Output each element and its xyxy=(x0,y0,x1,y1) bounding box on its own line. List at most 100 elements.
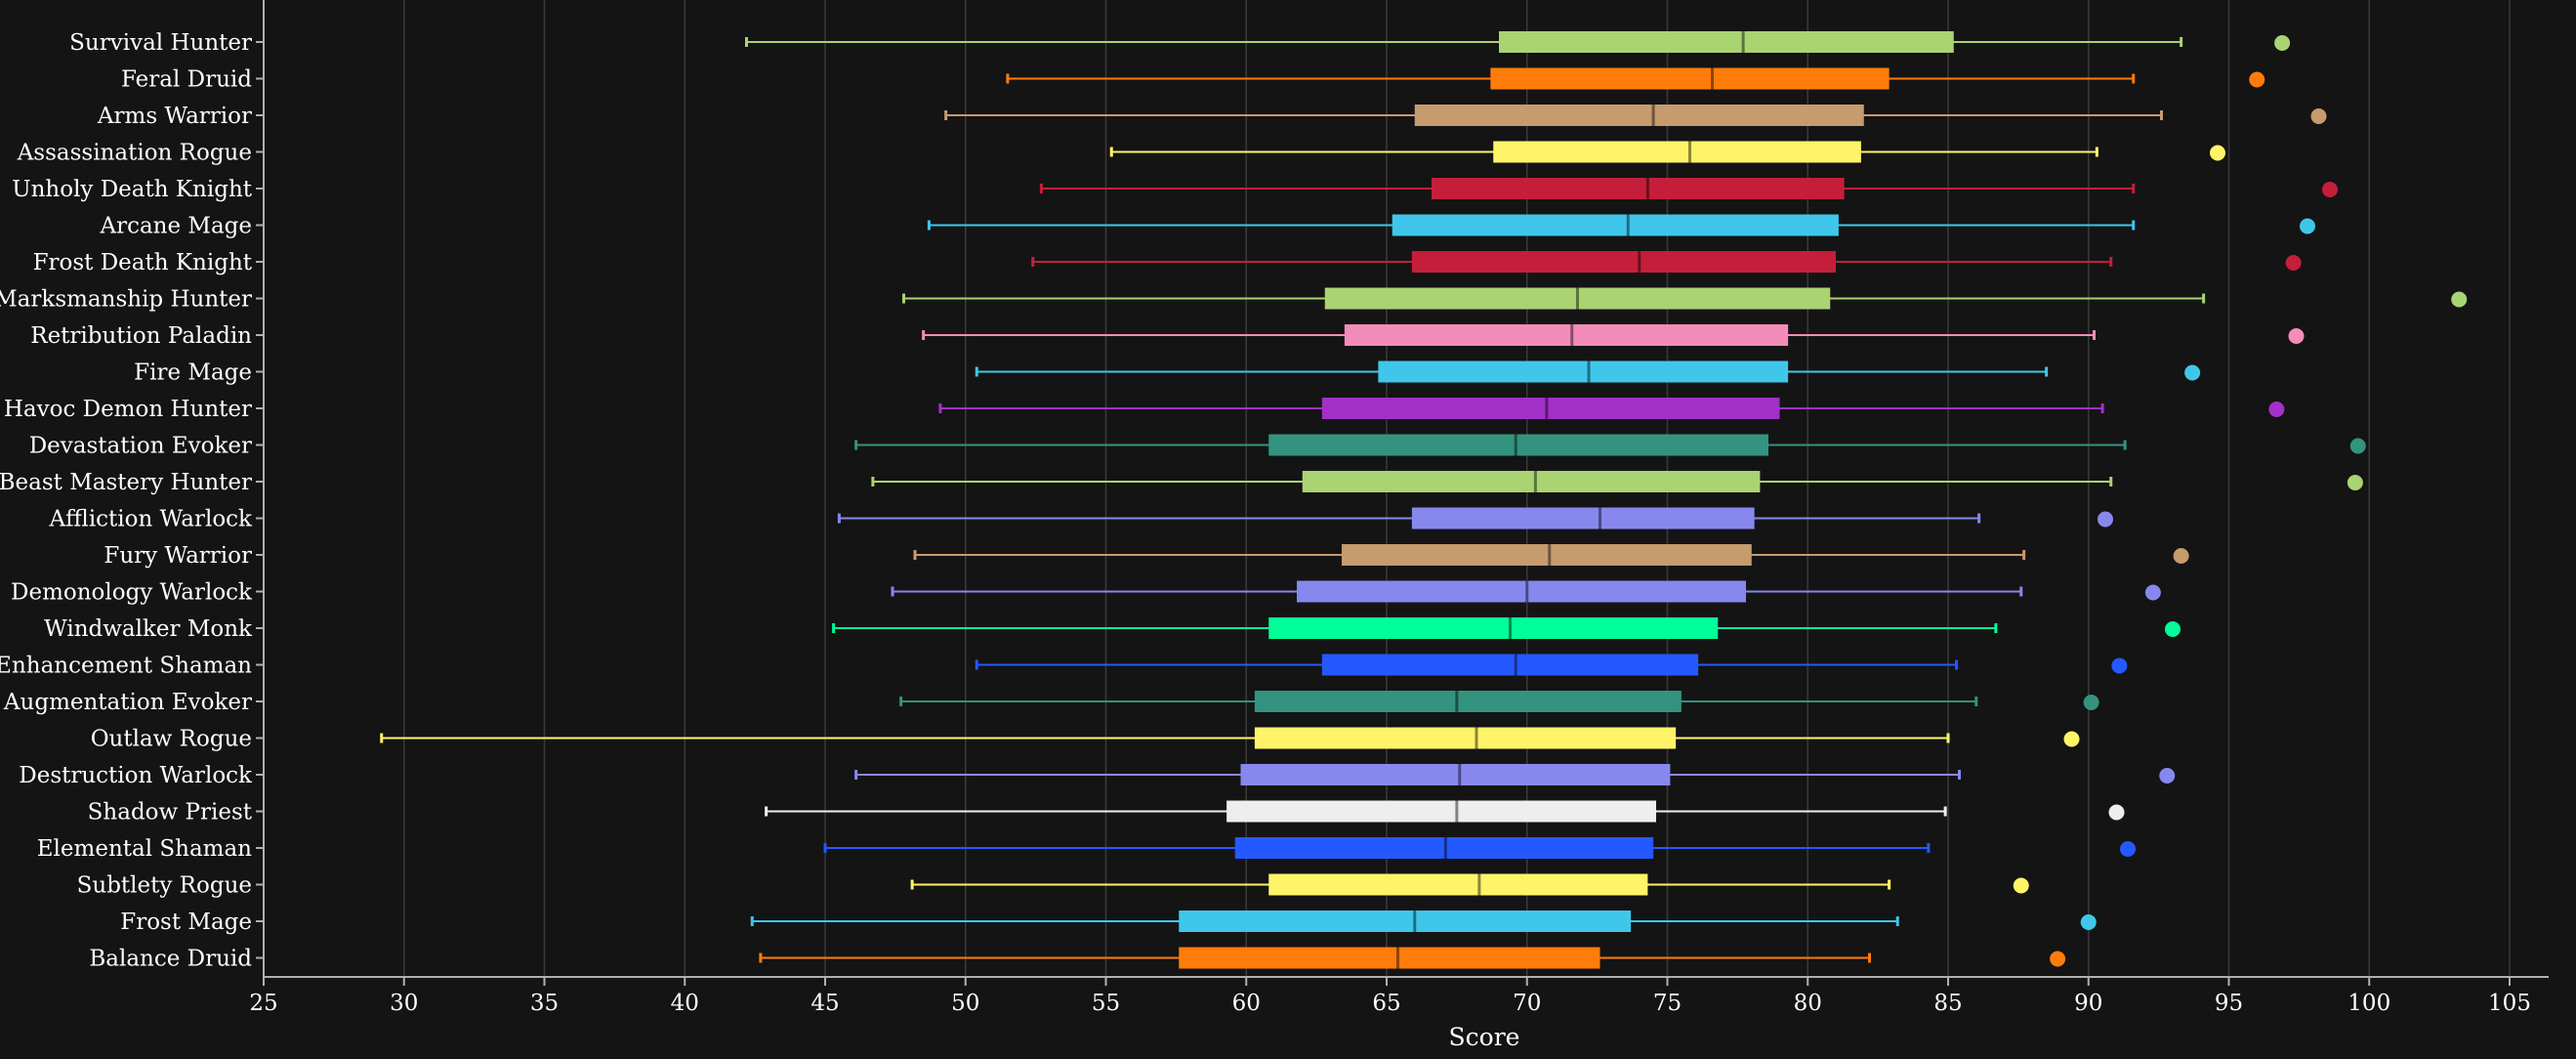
x-tick-label: 80 xyxy=(1794,991,1822,1016)
category-labels: Survival Hunter Feral Druid Arms Warrior As… xyxy=(0,30,264,972)
box xyxy=(1324,287,1831,310)
box xyxy=(1321,654,1699,676)
category-label: Beast Mastery Hunter xyxy=(0,470,252,495)
box xyxy=(1234,837,1654,859)
box xyxy=(1254,691,1682,712)
category-label: Frost Mage xyxy=(120,910,252,935)
box-row xyxy=(902,287,2468,310)
box-row xyxy=(975,360,2201,383)
box xyxy=(1378,360,1789,383)
box xyxy=(1414,105,1864,126)
outlier-point xyxy=(2349,438,2366,454)
box xyxy=(1499,31,1954,53)
box xyxy=(1226,800,1656,823)
box-row xyxy=(854,434,2366,456)
category-label: Survival Hunter xyxy=(69,30,252,56)
outlier-point xyxy=(2080,914,2097,930)
category-label: Marksmanship Hunter xyxy=(0,287,252,313)
box-row xyxy=(975,654,2128,676)
outlier-point xyxy=(2249,71,2265,88)
box xyxy=(1321,398,1780,419)
box xyxy=(1392,214,1839,236)
outlier-point xyxy=(2268,402,2285,417)
box-row xyxy=(891,580,2161,603)
box xyxy=(1342,544,1752,566)
x-tick-label: 90 xyxy=(2074,991,2102,1016)
x-tick-label: 75 xyxy=(1653,991,1682,1016)
grid-lines xyxy=(403,0,2511,977)
category-label: Demonology Warlock xyxy=(11,580,253,606)
category-label: Havoc Demon Hunter xyxy=(4,397,252,422)
x-tick-label: 95 xyxy=(2215,991,2243,1016)
x-tick-label: 25 xyxy=(249,991,277,1016)
box-row xyxy=(913,544,2189,566)
x-tick-label: 85 xyxy=(1933,991,1962,1016)
box-row xyxy=(938,398,2285,419)
box-row xyxy=(944,105,2327,126)
box xyxy=(1268,617,1719,639)
outlier-point xyxy=(2083,695,2099,710)
box-row xyxy=(823,837,2136,859)
box-row xyxy=(837,507,2113,530)
outlier-point xyxy=(2050,951,2066,967)
box-row xyxy=(1031,251,2302,273)
box xyxy=(1411,507,1755,530)
outlier-point xyxy=(2300,218,2315,234)
outlier-point xyxy=(2120,841,2136,857)
category-label: Shadow Priest xyxy=(88,800,253,826)
box xyxy=(1268,873,1648,896)
category-label: Fire Mage xyxy=(134,360,252,386)
outlier-point xyxy=(2013,877,2029,894)
x-tick-label: 45 xyxy=(810,991,839,1016)
box-row xyxy=(927,214,2315,236)
outlier-point xyxy=(2285,255,2302,271)
x-tick-label: 100 xyxy=(2347,991,2390,1016)
x-tick-label: 105 xyxy=(2488,991,2531,1016)
category-label: Destruction Warlock xyxy=(19,763,253,788)
outlier-point xyxy=(2288,328,2305,344)
x-tick-label: 70 xyxy=(1513,991,1541,1016)
x-tick-label: 30 xyxy=(390,991,418,1016)
box xyxy=(1179,947,1600,969)
box-row xyxy=(759,947,2066,969)
category-label: Affliction Warlock xyxy=(49,507,254,532)
category-label: Frost Death Knight xyxy=(33,250,253,275)
category-label: Arcane Mage xyxy=(99,214,252,239)
box xyxy=(1432,178,1845,199)
outlier-point xyxy=(2159,768,2176,784)
x-tick-label: 50 xyxy=(951,991,979,1016)
x-tick-label: 40 xyxy=(671,991,699,1016)
box xyxy=(1490,67,1890,90)
category-label: Subtlety Rogue xyxy=(77,873,252,899)
category-label: Assassination Rogue xyxy=(17,141,252,166)
category-label: Elemental Shaman xyxy=(37,836,252,862)
x-tick-label: 60 xyxy=(1232,991,1261,1016)
box-row xyxy=(765,800,2125,823)
outlier-point xyxy=(2451,291,2468,308)
box xyxy=(1254,727,1677,749)
x-tick-label: 35 xyxy=(530,991,559,1016)
x-axis: 25 30 35 40 45 50 55 60 65 70 75 80 85 90 95 100 105 Sco… xyxy=(249,0,2549,1051)
box-row xyxy=(854,764,2176,785)
outlier-point xyxy=(2310,108,2327,124)
category-label: Devastation Evoker xyxy=(29,434,252,459)
x-tick-label: 55 xyxy=(1092,991,1120,1016)
outlier-point xyxy=(2063,731,2080,747)
outlier-point xyxy=(2144,584,2161,601)
category-label: Outlaw Rogue xyxy=(91,727,252,752)
box xyxy=(1411,251,1836,273)
category-label: Retribution Paladin xyxy=(30,323,252,349)
outlier-point xyxy=(2111,657,2128,674)
box-row xyxy=(899,691,2099,712)
box-row xyxy=(1006,67,2265,90)
box-row xyxy=(745,31,2291,53)
box-row xyxy=(910,873,2029,896)
category-label: Balance Druid xyxy=(89,947,252,972)
box-row xyxy=(1109,141,2225,163)
outlier-point xyxy=(2108,804,2125,821)
outlier-point xyxy=(2210,145,2225,161)
category-label: Augmentation Evoker xyxy=(3,690,252,715)
box-row xyxy=(750,911,2097,932)
box-row xyxy=(832,617,2181,639)
